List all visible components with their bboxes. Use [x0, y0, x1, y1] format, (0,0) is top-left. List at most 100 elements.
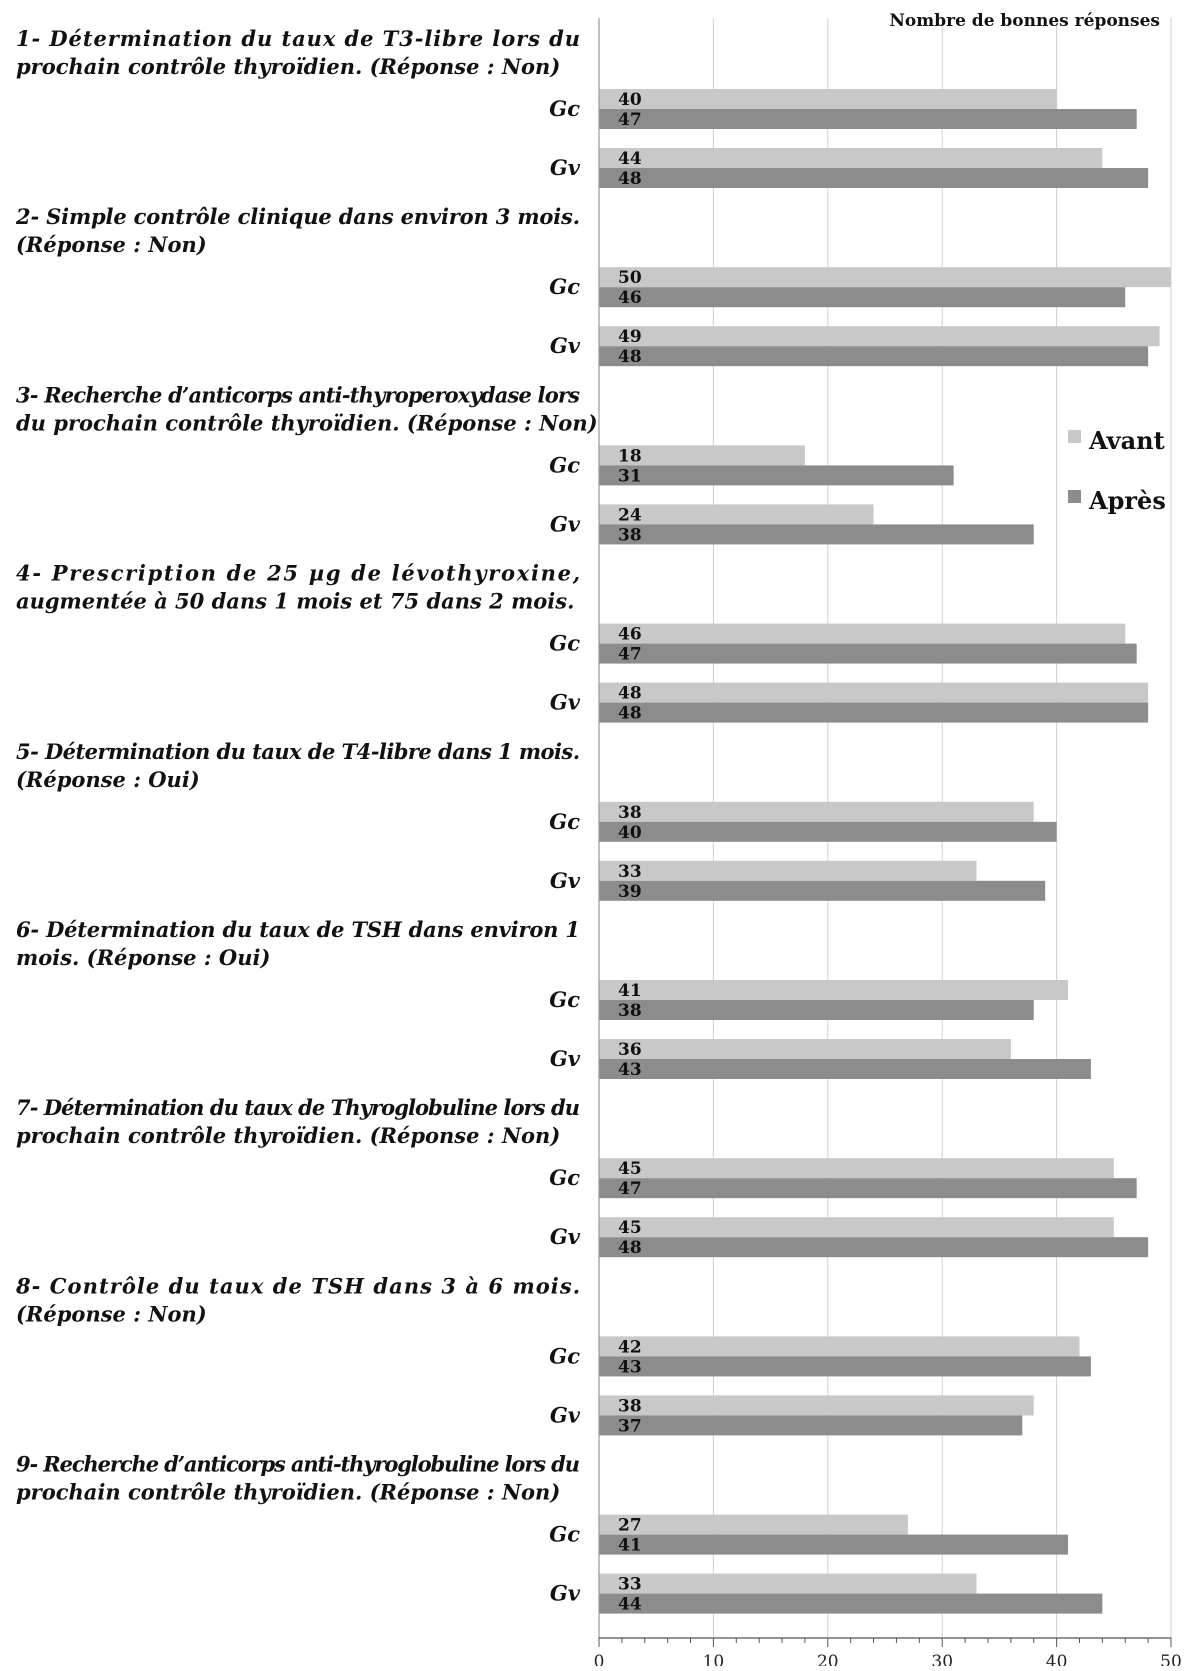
value-label-avant-q4-Gv: 48	[618, 684, 642, 704]
bar-avant-q9-Gc	[599, 1514, 908, 1535]
value-label-apres-q1-Gv: 48	[618, 169, 642, 189]
group-label-q4-Gv: Gv	[550, 690, 581, 715]
value-label-avant-q1-Gc: 40	[618, 90, 642, 110]
bar-avant-q3-Gc	[599, 445, 805, 466]
legend-swatch-avant	[1068, 430, 1081, 443]
bar-apres-q9-Gc	[599, 1534, 1069, 1555]
x-tick-label-30: 30	[931, 1652, 953, 1666]
group-label-q7-Gv: Gv	[550, 1224, 581, 1249]
value-label-avant-q3-Gc: 18	[618, 446, 642, 466]
bar-apres-q3-Gc	[599, 465, 954, 486]
bar-avant-q5-Gv	[599, 860, 977, 881]
question-5-line-1: 5- Détermination du taux de T4-libre dan…	[16, 739, 580, 764]
value-label-apres-q7-Gc: 47	[618, 1179, 642, 1199]
value-label-apres-q5-Gv: 39	[618, 882, 642, 902]
value-label-avant-q3-Gv: 24	[618, 505, 642, 525]
bar-apres-q4-Gc	[599, 643, 1137, 664]
value-label-avant-q6-Gc: 41	[618, 981, 642, 1001]
x-tick-label-40: 40	[1046, 1652, 1068, 1666]
question-3-line-1: 3- Recherche d’anticorps anti-thyroperox…	[16, 382, 580, 407]
value-label-apres-q3-Gc: 31	[618, 466, 642, 486]
value-label-avant-q1-Gv: 44	[618, 149, 642, 169]
x-tick-label-10: 10	[703, 1652, 725, 1666]
bar-apres-q3-Gv	[599, 524, 1034, 545]
question-6-line-1: 6- Détermination du taux de TSH dans env…	[16, 917, 580, 942]
bar-avant-q7-Gv	[599, 1217, 1114, 1238]
bar-avant-q3-Gv	[599, 504, 874, 525]
legend-label-apres: Après	[1088, 486, 1166, 515]
bar-apres-q7-Gv	[599, 1237, 1149, 1258]
bar-avant-q1-Gv	[599, 148, 1103, 168]
question-1-line-1: 1- Détermination du taux de T3-libre lor…	[16, 26, 580, 51]
value-label-apres-q8-Gc: 43	[618, 1357, 642, 1377]
value-label-apres-q7-Gv: 48	[618, 1238, 642, 1258]
group-label-q3-Gv: Gv	[550, 511, 581, 536]
group-label-q2-Gv: Gv	[550, 333, 581, 358]
group-label-q1-Gc: Gc	[549, 96, 580, 121]
value-label-apres-q6-Gc: 38	[618, 1001, 642, 1021]
group-label-q1-Gv: Gv	[550, 155, 581, 180]
question-7-line-1: 7- Détermination du taux de Thyroglobuli…	[16, 1095, 580, 1120]
value-label-avant-q6-Gv: 36	[618, 1040, 642, 1060]
group-label-q6-Gc: Gc	[549, 987, 580, 1012]
value-label-avant-q8-Gc: 42	[618, 1337, 642, 1357]
question-8-line-2: (Réponse : Non)	[16, 1301, 207, 1326]
question-2-line-2: (Réponse : Non)	[16, 232, 207, 257]
bar-apres-q8-Gc	[599, 1356, 1091, 1377]
group-label-q9-Gv: Gv	[550, 1581, 581, 1606]
x-tick-label-0: 0	[594, 1652, 605, 1666]
bar-apres-q9-Gv	[599, 1593, 1103, 1614]
group-label-q8-Gc: Gc	[549, 1343, 580, 1368]
bar-avant-q4-Gv	[599, 682, 1149, 703]
value-label-apres-q4-Gv: 48	[618, 704, 642, 724]
x-tick-label-20: 20	[817, 1652, 839, 1666]
bar-apres-q8-Gv	[599, 1415, 1023, 1436]
legend-swatch-apres	[1068, 490, 1081, 503]
value-label-avant-q7-Gc: 45	[618, 1159, 642, 1179]
value-label-avant-q7-Gv: 45	[618, 1218, 642, 1238]
value-label-apres-q1-Gc: 47	[618, 110, 642, 130]
question-9-line-2: prochain contrôle thyroïdien. (Réponse :…	[16, 1480, 560, 1505]
question-1-line-2: prochain contrôle thyroïdien. (Réponse :…	[16, 54, 560, 79]
value-label-apres-q3-Gv: 38	[618, 525, 642, 545]
group-label-q6-Gv: Gv	[550, 1046, 581, 1071]
bar-avant-q6-Gv	[599, 1039, 1011, 1059]
question-8-line-1: 8- Contrôle du taux de TSH dans 3 à 6 mo…	[15, 1273, 580, 1298]
value-label-apres-q6-Gv: 43	[618, 1060, 642, 1080]
question-4-line-2: augmentée à 50 dans 1 mois et 75 dans 2 …	[16, 589, 574, 614]
bar-avant-q6-Gc	[599, 980, 1069, 1000]
bar-avant-q8-Gv	[599, 1395, 1034, 1416]
question-3-line-2: du prochain contrôle thyroïdien. (Répons…	[16, 410, 598, 435]
value-label-avant-q4-Gc: 46	[618, 625, 642, 645]
group-label-q8-Gv: Gv	[550, 1402, 581, 1427]
group-label-q4-Gc: Gc	[549, 631, 580, 656]
bar-avant-q2-Gv	[599, 326, 1160, 347]
question-2-line-1: 2- Simple contrôle clinique dans environ…	[15, 204, 580, 229]
value-label-avant-q8-Gv: 38	[618, 1396, 642, 1416]
group-label-q9-Gc: Gc	[549, 1522, 580, 1547]
group-label-q7-Gc: Gc	[549, 1165, 580, 1190]
group-label-q5-Gv: Gv	[550, 868, 581, 893]
bars-layer	[599, 89, 1171, 1614]
value-label-apres-q9-Gc: 41	[618, 1536, 642, 1556]
value-label-apres-q5-Gc: 40	[618, 823, 642, 843]
bar-apres-q1-Gv	[599, 168, 1149, 188]
question-5-line-2: (Réponse : Oui)	[16, 767, 200, 792]
x-tick-label-50: 50	[1160, 1652, 1182, 1666]
bar-avant-q2-Gc	[599, 267, 1171, 288]
bar-apres-q2-Gv	[599, 346, 1149, 367]
value-label-avant-q2-Gv: 49	[618, 327, 642, 347]
bar-avant-q7-Gc	[599, 1158, 1114, 1179]
bar-apres-q5-Gv	[599, 880, 1046, 901]
value-label-apres-q8-Gv: 37	[618, 1416, 642, 1436]
bar-apres-q4-Gv	[599, 702, 1149, 723]
labels-layer: 1- Détermination du taux de T3-libre lor…	[15, 26, 642, 1615]
value-label-avant-q5-Gc: 38	[618, 803, 642, 823]
group-label-q5-Gc: Gc	[549, 809, 580, 834]
bar-apres-q5-Gc	[599, 821, 1057, 842]
bar-apres-q2-Gc	[599, 287, 1126, 308]
value-label-avant-q9-Gv: 33	[618, 1575, 642, 1595]
legend-label-avant: Avant	[1088, 426, 1165, 455]
